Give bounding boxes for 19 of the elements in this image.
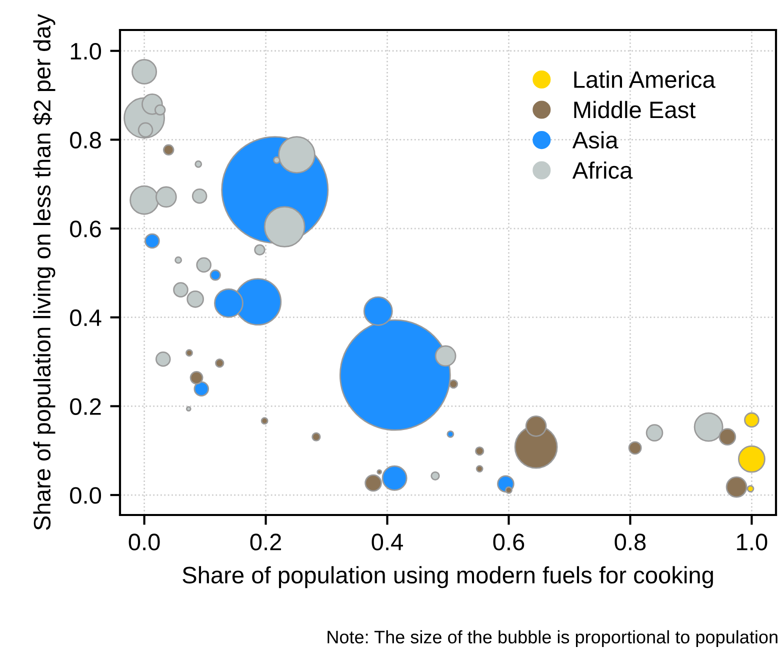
x-tick-label: 0.2 xyxy=(250,534,282,550)
y-axis-title: Share of population living on less than $2 per day xyxy=(32,14,56,530)
x-tick-label: 0.6 xyxy=(493,534,524,550)
legend-label: Middle East xyxy=(574,100,696,118)
x-tick-label: 0.0 xyxy=(128,534,160,550)
y-tick-label: 0.6 xyxy=(70,220,101,238)
y-tick-label: 1.0 xyxy=(70,42,102,60)
text: Note: The size of the bubble is proportional to population xyxy=(328,630,778,648)
y-tick-label: 0.0 xyxy=(70,487,102,504)
y-tick-label: 0.4 xyxy=(70,309,102,326)
x-tick-label: 1.0 xyxy=(737,534,768,550)
y-tick-label: 0.2 xyxy=(70,398,101,415)
x-axis-title: Share of population using modern fuels for cooking xyxy=(182,566,713,588)
y-tick-label: 0.8 xyxy=(70,132,101,148)
x-tick-label: 0.4 xyxy=(372,534,403,550)
legend-label: Latin America xyxy=(574,70,716,88)
legend-label: Africa xyxy=(572,161,633,179)
legend-label: Asia xyxy=(572,131,618,149)
x-tick-label: 0.8 xyxy=(614,534,646,550)
